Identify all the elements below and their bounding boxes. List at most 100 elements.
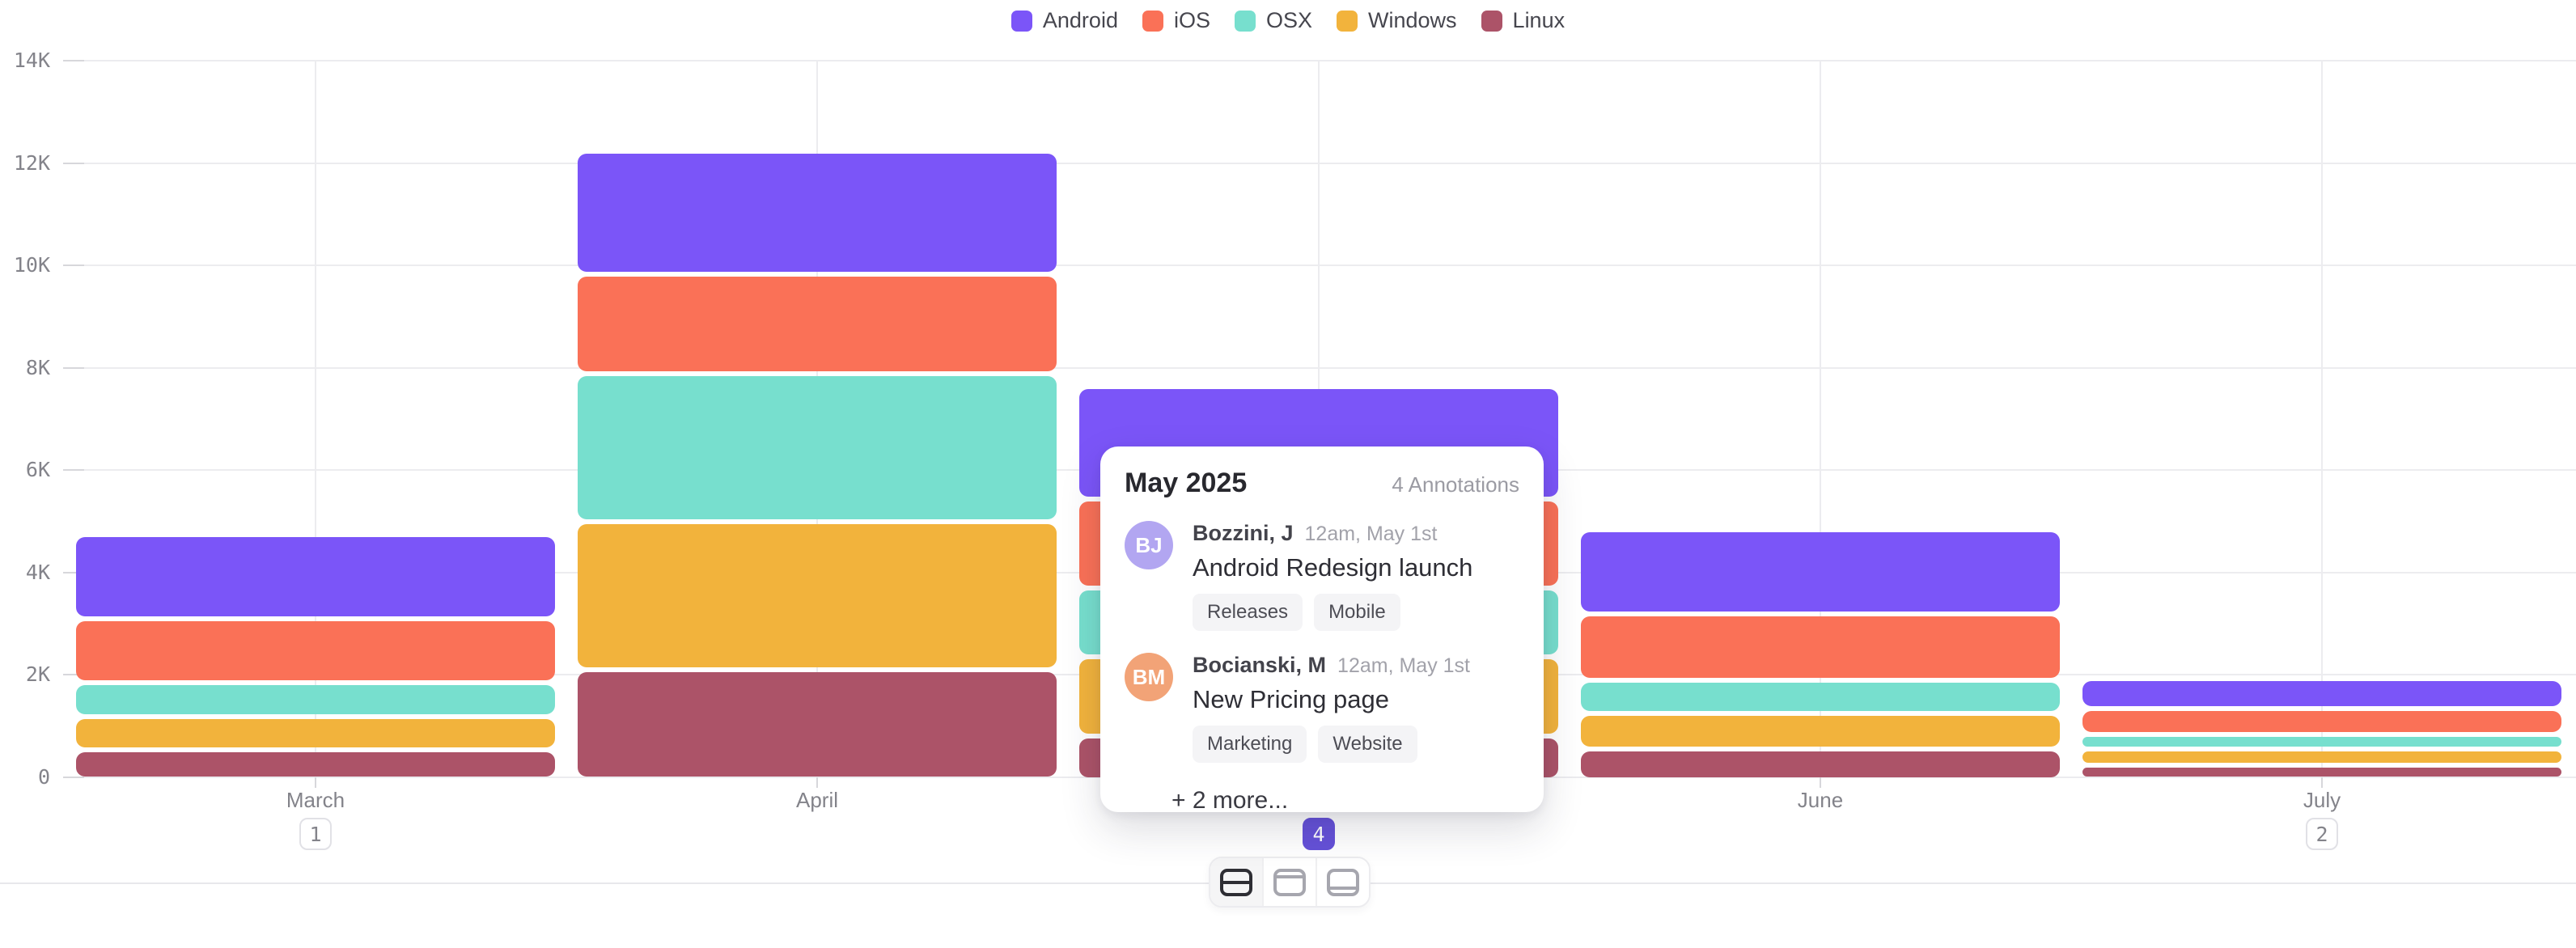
y-axis-tick: [63, 776, 84, 778]
annotation-author: Bozzini, J: [1193, 521, 1294, 545]
y-axis-tick: [63, 265, 84, 266]
popup-entries: BJ Bozzini, J 12am, May 1st Android Redesig…: [1125, 521, 1519, 763]
footer-row-icon: [1327, 868, 1359, 896]
annotation-tag: Website: [1318, 726, 1417, 763]
popup-title: May 2025: [1125, 468, 1248, 498]
annotation-entry: BJ Bozzini, J 12am, May 1st Android Redesig…: [1125, 521, 1519, 631]
x-tick-label-july: July: [2303, 788, 2341, 812]
y-tick-label: 6K: [25, 458, 50, 481]
annotation-timestamp: 12am, May 1st: [1337, 654, 1470, 677]
legend-swatch-icon: [1010, 10, 1032, 32]
annotation-tag: Marketing: [1193, 726, 1307, 763]
toolbar-button-footer-row[interactable]: [1316, 858, 1369, 906]
x-tick-label-april: April: [795, 788, 838, 812]
annotation-entry-body: Bocianski, M 12am, May 1st New Pricing pag…: [1193, 653, 1470, 763]
y-axis-tick: [63, 571, 84, 573]
toolbar-button-header-row[interactable]: [1262, 858, 1316, 906]
x-axis-tick: [1820, 777, 1821, 788]
bar-segment-linux-june[interactable]: [1581, 751, 2060, 777]
annotation-tag: Releases: [1193, 594, 1303, 631]
y-tick-label: 2K: [25, 662, 50, 686]
legend-label: Linux: [1512, 8, 1566, 32]
annotation-count-badge-may[interactable]: 4: [1303, 818, 1335, 850]
legend-swatch-icon: [1337, 10, 1358, 32]
gridline-horizontal: [63, 366, 2576, 369]
annotation-tags: Marketing Website: [1193, 726, 1470, 763]
legend: Android iOS OSX Windows Linux: [0, 8, 2576, 33]
annotation-count-badge-march[interactable]: 1: [299, 818, 332, 850]
y-tick-label: 4K: [25, 560, 50, 584]
avatar: BJ: [1125, 521, 1173, 569]
legend-label: OSX: [1265, 8, 1313, 32]
y-axis-tick: [63, 60, 84, 61]
bar-segment-osx-july[interactable]: [2082, 736, 2561, 747]
more-annotations-link[interactable]: + 2 more...: [1171, 787, 1289, 812]
header-row-icon: [1273, 868, 1306, 896]
y-tick-label: 0: [37, 764, 50, 789]
popup-header: May 2025 4 Annotations: [1125, 468, 1519, 499]
legend-item-linux[interactable]: Linux: [1481, 8, 1566, 33]
annotation-tag: Mobile: [1314, 594, 1400, 631]
annotation-timestamp: 12am, May 1st: [1304, 523, 1438, 545]
y-tick-label: 10K: [13, 253, 50, 277]
y-axis-tick: [63, 162, 84, 164]
x-tick-label-june: June: [1797, 788, 1844, 812]
gridline-vertical: [315, 61, 316, 777]
bar-segment-ios-july[interactable]: [2082, 711, 2561, 732]
annotation-title: New Pricing page: [1193, 685, 1389, 713]
bar-segment-linux-march[interactable]: [76, 751, 555, 777]
bar-segment-linux-april[interactable]: [578, 671, 1057, 777]
annotation-title: Android Redesign launch: [1193, 553, 1473, 582]
bar-segment-osx-march[interactable]: [76, 684, 555, 714]
y-tick-label: 14K: [13, 49, 50, 72]
legend-label: iOS: [1173, 8, 1210, 32]
annotation-entry-head: Bozzini, J 12am, May 1st: [1193, 521, 1472, 546]
annotation-popup: May 2025 4 Annotations BJ Bozzini, J 12am,…: [1100, 446, 1544, 812]
y-axis-tick: [63, 674, 84, 675]
legend-item-windows[interactable]: Windows: [1337, 8, 1457, 33]
annotation-entry-head: Bocianski, M 12am, May 1st: [1193, 653, 1470, 678]
legend-swatch-icon: [1481, 10, 1502, 32]
annotation-author: Bocianski, M: [1193, 653, 1327, 677]
bar-segment-android-july[interactable]: [2082, 680, 2561, 707]
gridline-horizontal: [63, 265, 2576, 266]
legend-item-osx[interactable]: OSX: [1234, 8, 1313, 33]
gridline-vertical: [1820, 61, 1821, 777]
gridline-vertical: [2321, 61, 2323, 777]
x-axis-tick: [816, 777, 818, 788]
x-tick-label-march: March: [286, 788, 345, 812]
legend-item-android[interactable]: Android: [1010, 8, 1118, 33]
bar-segment-osx-april[interactable]: [578, 375, 1057, 519]
bar-segment-osx-june[interactable]: [1581, 683, 2060, 711]
bar-segment-ios-april[interactable]: [578, 276, 1057, 371]
bar-segment-ios-june[interactable]: [1581, 616, 2060, 679]
legend-label: Android: [1042, 8, 1118, 32]
legend-item-ios[interactable]: iOS: [1142, 8, 1210, 33]
y-tick-label: 8K: [25, 355, 50, 379]
bar-segment-android-june[interactable]: [1581, 532, 2060, 612]
bar-segment-linux-july[interactable]: [2082, 768, 2561, 777]
y-axis-tick: [63, 366, 84, 369]
x-axis-tick: [315, 777, 316, 788]
bar-segment-android-march[interactable]: [76, 536, 555, 616]
bar-segment-windows-june[interactable]: [1581, 715, 2060, 747]
y-tick-label: 12K: [13, 150, 50, 175]
annotation-entry-body: Bozzini, J 12am, May 1st Android Redesign …: [1193, 521, 1472, 631]
gridline-horizontal: [63, 162, 2576, 164]
bar-segment-windows-april[interactable]: [578, 523, 1057, 667]
annotation-count-badge-july[interactable]: 2: [2306, 818, 2338, 850]
x-axis-tick: [2321, 777, 2323, 788]
annotation-entry: BM Bocianski, M 12am, May 1st New Pricing p…: [1125, 653, 1519, 763]
bar-segment-android-april[interactable]: [578, 154, 1057, 272]
bar-segment-windows-july[interactable]: [2082, 751, 2561, 764]
bar-segment-windows-march[interactable]: [76, 718, 555, 747]
popup-annotation-count: 4 Annotations: [1392, 472, 1519, 497]
legend-swatch-icon: [1142, 10, 1163, 32]
legend-swatch-icon: [1234, 10, 1256, 32]
bar-segment-ios-march[interactable]: [76, 620, 555, 680]
gridline-horizontal: [63, 60, 2576, 61]
annotation-tags: Releases Mobile: [1193, 594, 1472, 631]
toolbar-button-split-rows[interactable]: [1210, 858, 1262, 906]
split-rows-icon: [1220, 868, 1252, 896]
